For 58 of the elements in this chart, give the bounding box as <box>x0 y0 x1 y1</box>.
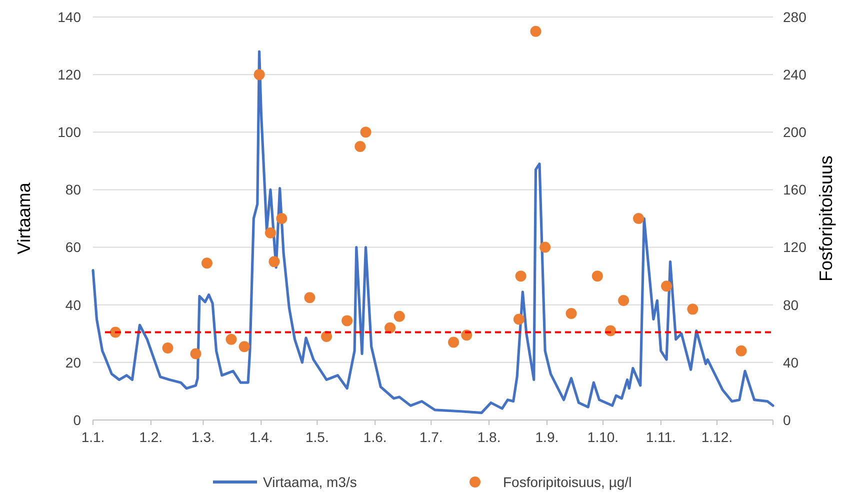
y2-tick-label: 80 <box>783 296 799 313</box>
point <box>304 292 316 304</box>
point <box>394 310 405 322</box>
y2-tick-label: 240 <box>783 66 807 82</box>
x-tick-label: 1.9. <box>535 429 559 445</box>
point <box>513 314 524 325</box>
y-tick-label: 40 <box>65 296 82 313</box>
y2-tick-label: 160 <box>783 182 807 198</box>
point <box>661 280 672 292</box>
point <box>342 315 353 326</box>
point <box>736 345 747 356</box>
x-tick-label: 1.12. <box>701 429 733 445</box>
y-tick-label: 0 <box>73 412 82 428</box>
legend-label: Virtaama, m3/s <box>263 474 357 490</box>
x-tick-label: 1.5. <box>305 429 329 445</box>
point <box>201 258 212 269</box>
point <box>530 26 542 37</box>
y2-tick-label: 200 <box>783 124 807 140</box>
point <box>276 213 288 224</box>
point <box>360 126 372 138</box>
legend-label: Fosforipitoisuus, µg/l <box>503 474 632 490</box>
point <box>238 341 250 352</box>
y-tick-label: 80 <box>65 182 82 198</box>
y-tick-label: 140 <box>58 8 82 25</box>
point <box>515 270 526 282</box>
y2-tick-label: 40 <box>783 354 799 370</box>
x-tick-label: 1.3. <box>192 429 215 445</box>
y-tick-label: 120 <box>58 66 82 82</box>
y-tick-label: 20 <box>65 354 82 370</box>
y-tick-label: 60 <box>65 239 82 256</box>
point <box>226 334 237 345</box>
x-tick-label: 1.6. <box>363 429 387 445</box>
y2-axis-title: Fosforipitoisuus <box>816 155 836 282</box>
y2-tick-label: 120 <box>783 239 807 256</box>
point <box>254 69 265 80</box>
point <box>354 141 366 152</box>
y-axis-title: Virtaama <box>14 182 34 254</box>
point <box>687 304 698 315</box>
point <box>384 322 396 334</box>
x-tick-label: 1.4. <box>249 429 273 445</box>
y2-tick-label: 0 <box>783 412 791 428</box>
x-tick-label: 1.10. <box>587 429 619 445</box>
x-tick-label: 1.8. <box>477 429 501 445</box>
x-tick-label: 1.2. <box>139 429 163 445</box>
point <box>632 213 644 224</box>
point <box>566 308 577 319</box>
point <box>268 256 280 268</box>
y-tick-label: 100 <box>58 124 82 140</box>
x-tick-label: 1.1. <box>81 429 105 445</box>
y2-tick-label: 280 <box>783 8 807 25</box>
point <box>448 336 460 348</box>
point <box>540 242 551 253</box>
x-tick-label: 1.11. <box>646 429 676 445</box>
point <box>592 270 603 282</box>
point <box>618 295 630 306</box>
point <box>264 227 276 238</box>
point <box>321 331 332 342</box>
x-tick-label: 1.7. <box>419 429 443 445</box>
